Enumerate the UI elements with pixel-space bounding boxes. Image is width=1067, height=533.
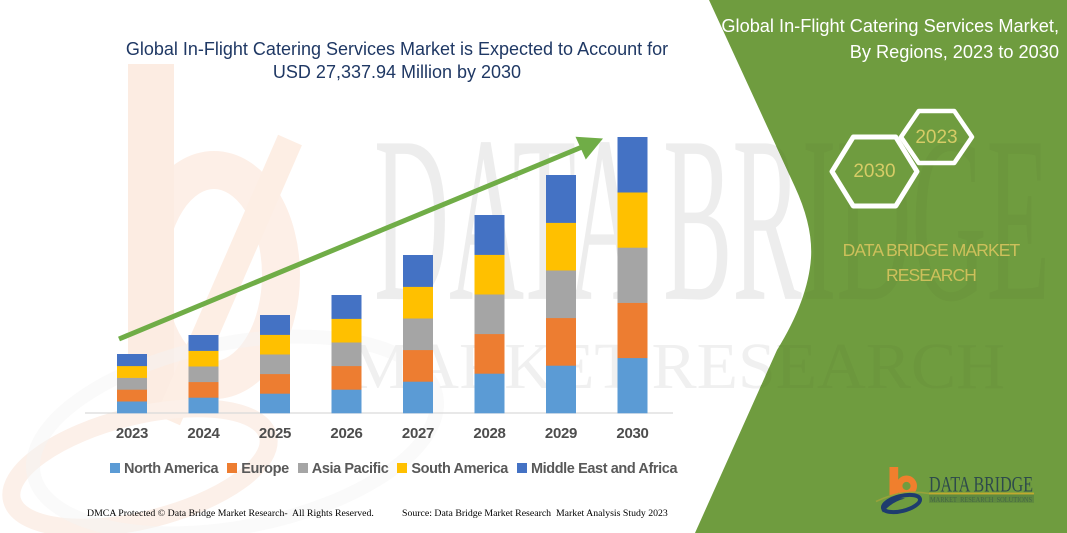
svg-text:MARKET RESEARCH SOLUTIONS: MARKET RESEARCH SOLUTIONS — [930, 495, 1032, 504]
svg-text:DATA BRIDGE: DATA BRIDGE — [929, 472, 1033, 497]
